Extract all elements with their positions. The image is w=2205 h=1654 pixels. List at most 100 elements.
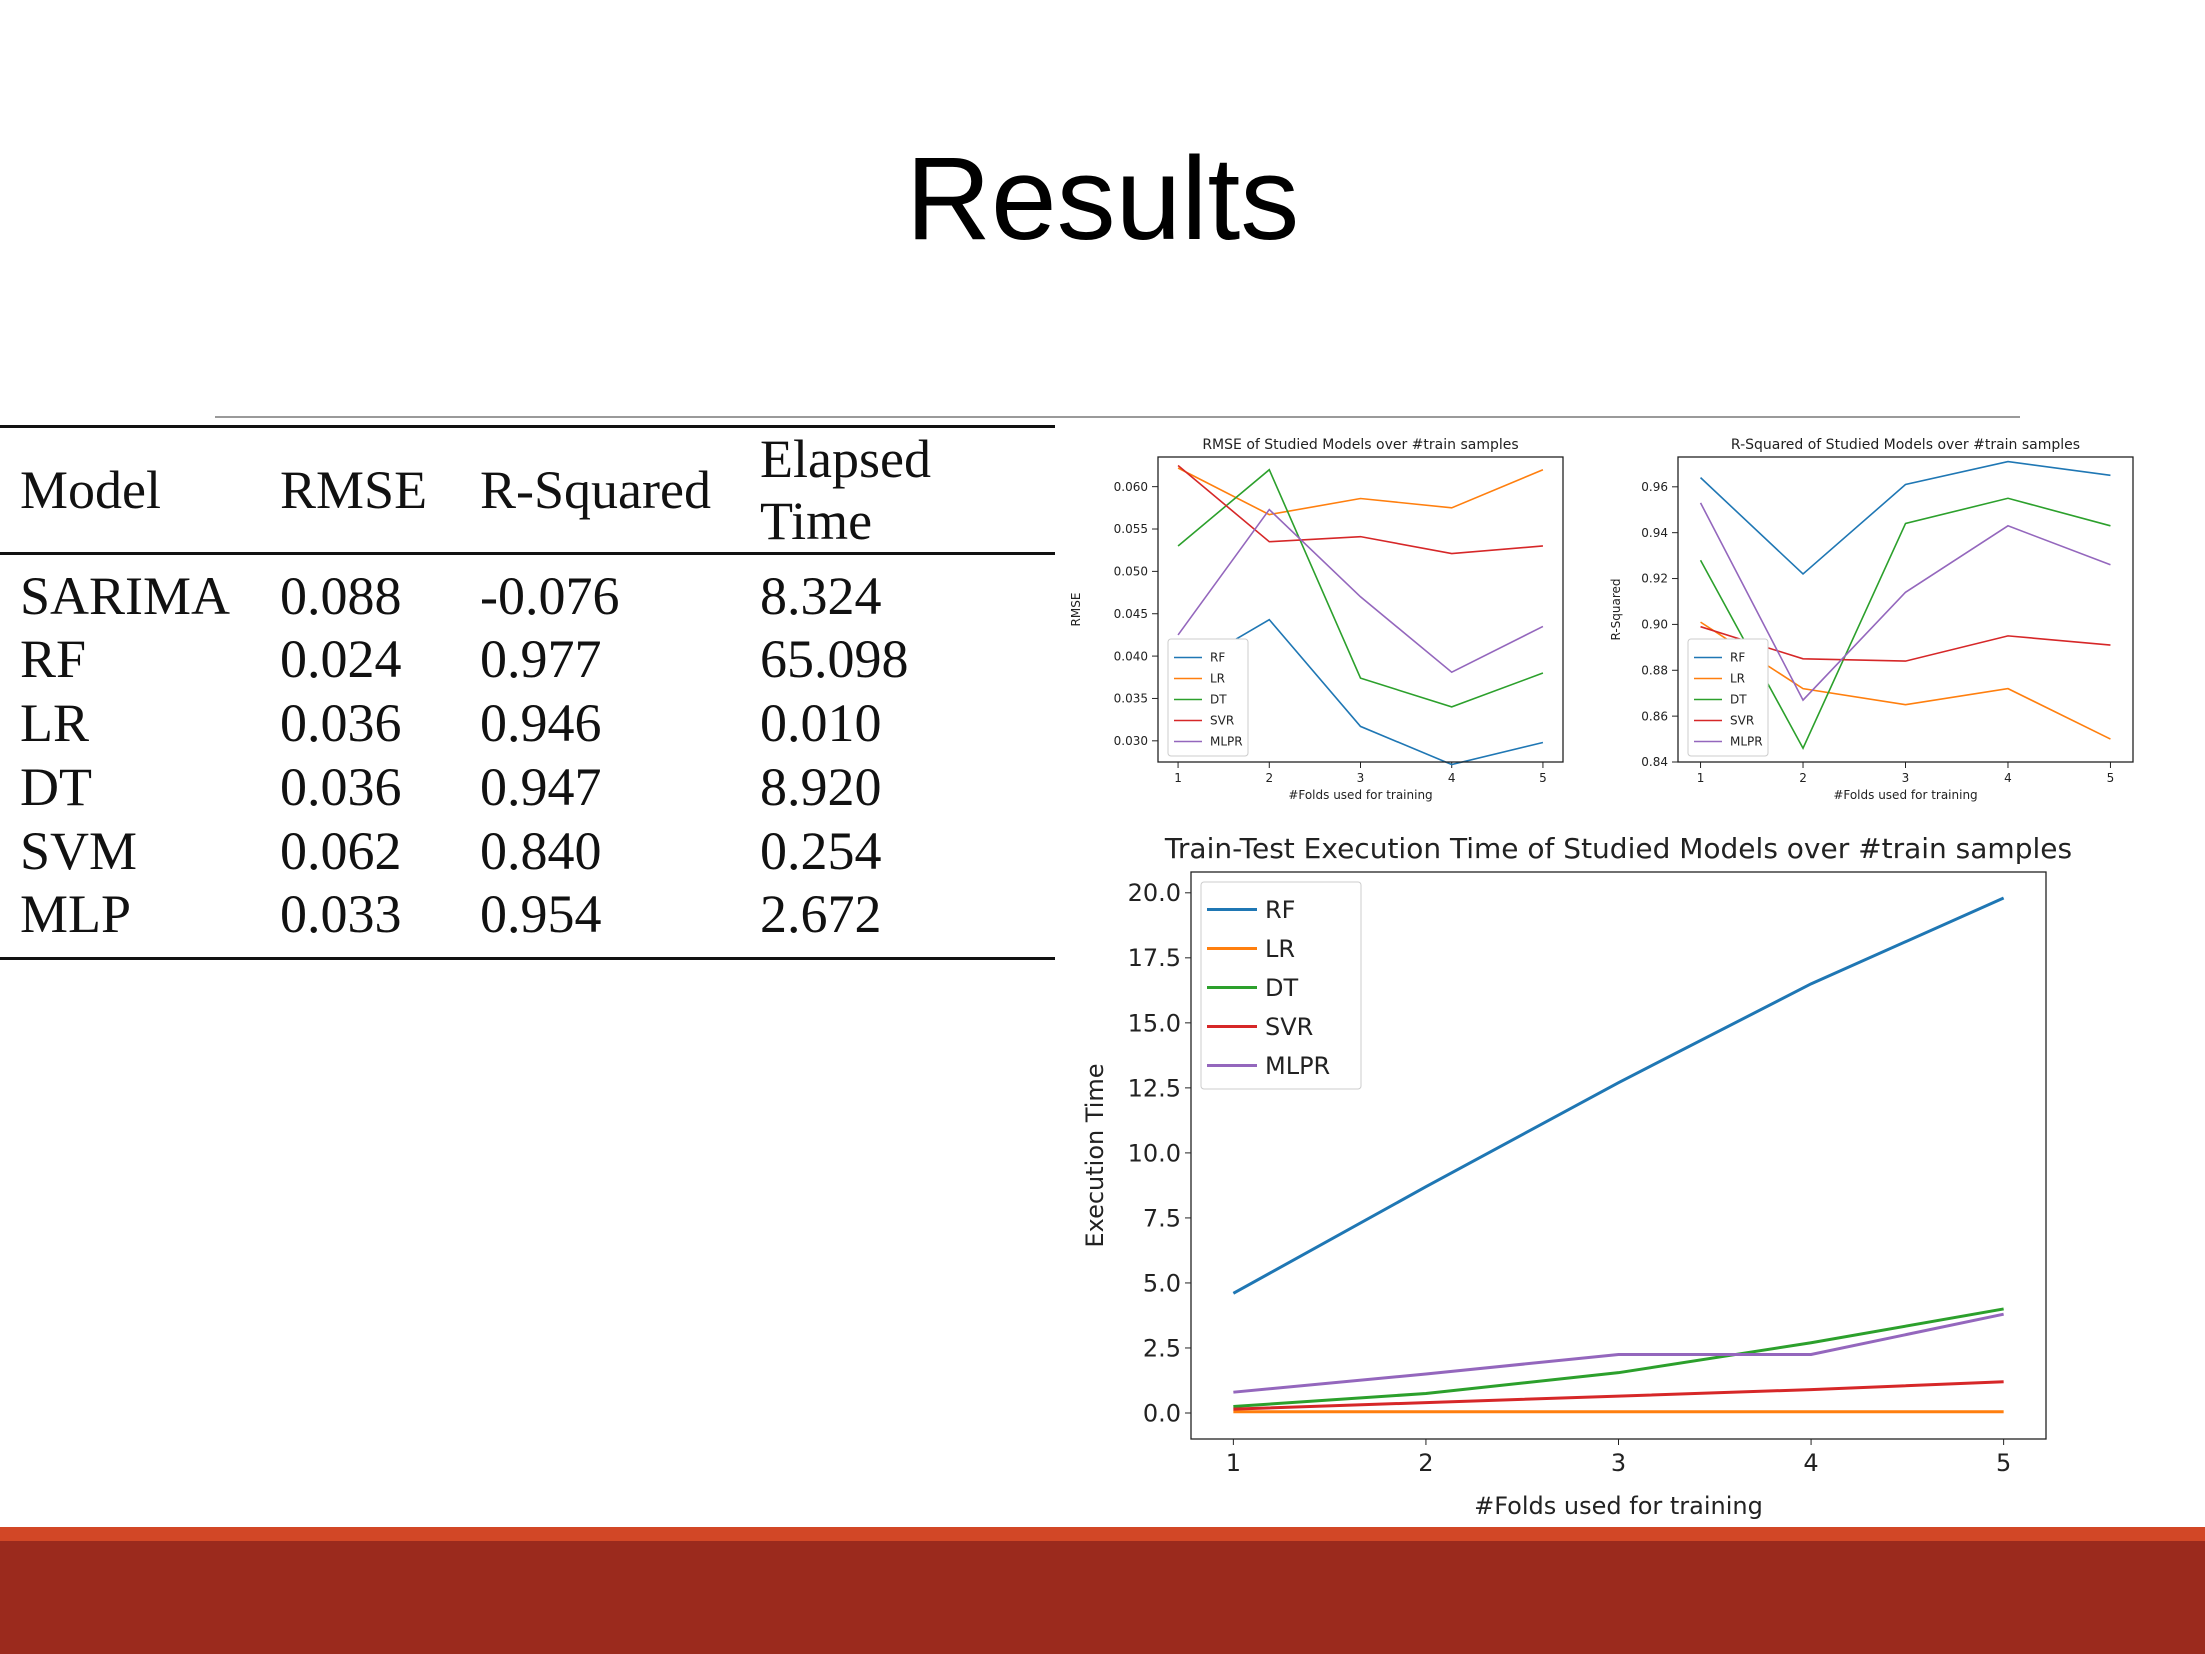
header-r-squared: R-Squared: [480, 460, 711, 520]
legend-label: DT: [1210, 693, 1227, 707]
x-tick-label: 1: [1174, 771, 1182, 785]
legend-label: RF: [1265, 896, 1295, 924]
x-tick-label: 2: [1265, 771, 1273, 785]
y-tick-label: 0.86: [1641, 709, 1668, 723]
series-line-svr: [1177, 464, 1543, 555]
header-model: Model: [20, 460, 161, 520]
cell-r-squared: 0.977: [480, 629, 602, 689]
legend-label: MLPR: [1730, 735, 1763, 749]
divider-line: [215, 416, 2020, 418]
cell-rmse: 0.036: [280, 693, 402, 753]
x-tick-label: 4: [1803, 1449, 1818, 1477]
y-tick-label: 0.045: [1114, 607, 1148, 621]
y-tick-label: 10.0: [1128, 1139, 1181, 1167]
series-line-lr: [1177, 467, 1544, 516]
x-tick-label: 5: [2107, 771, 2115, 785]
cell-r-squared: 0.840: [480, 821, 602, 881]
table-row: SVM 0.062 0.840 0.254: [0, 819, 1055, 883]
y-tick-label: 7.5: [1143, 1204, 1181, 1232]
y-tick-label: 0.94: [1641, 526, 1668, 540]
legend-label: LR: [1210, 672, 1225, 686]
chart-title: R-Squared of Studied Models over #train …: [1731, 437, 2080, 453]
plot-frame: [1190, 871, 2047, 1440]
x-tick-label: 2: [1418, 1449, 1433, 1477]
y-tick-label: 0.0: [1143, 1399, 1181, 1427]
cell-elapsed-time: 8.324: [760, 566, 882, 626]
y-tick-label: 0.060: [1114, 480, 1148, 494]
plot-frame: [1157, 456, 1564, 763]
chart-title: Train-Test Execution Time of Studied Mod…: [1164, 832, 2072, 865]
series-line-rf: [1177, 618, 1544, 766]
legend-label: RF: [1210, 651, 1225, 665]
x-tick-label: 3: [1902, 771, 1910, 785]
charts-figure: RMSE of Studied Models over #train sampl…: [1069, 437, 2134, 1520]
cell-rmse: 0.033: [280, 884, 402, 944]
cell-elapsed-time: 65.098: [760, 629, 909, 689]
y-tick-label: 12.5: [1128, 1074, 1181, 1102]
cell-rmse: 0.088: [280, 566, 402, 626]
table-row: DT 0.036 0.947 8.920: [0, 755, 1055, 819]
cell-r-squared: 0.946: [480, 693, 602, 753]
legend-box: [1200, 881, 1362, 1090]
series-line-mlpr: [1699, 502, 2111, 702]
cell-rmse: 0.062: [280, 821, 402, 881]
legend-label: MLPR: [1265, 1052, 1330, 1080]
legend-label: SVR: [1265, 1013, 1313, 1041]
table-row: SARIMA 0.088 -0.076 8.324: [0, 554, 1055, 628]
legend-label: MLPR: [1210, 735, 1243, 749]
cell-r-squared: 0.954: [480, 884, 602, 944]
cell-model: DT: [20, 757, 92, 817]
x-axis-label: #Folds used for training: [1474, 1492, 1763, 1520]
chart-title: RMSE of Studied Models over #train sampl…: [1202, 437, 1518, 453]
header-rmse: RMSE: [280, 460, 428, 520]
x-tick-label: 4: [1448, 771, 1456, 785]
cell-elapsed-time: 0.010: [760, 693, 882, 753]
legend-label: DT: [1265, 974, 1298, 1002]
table-body: SARIMA 0.088 -0.076 8.324 RF 0.024 0.977 65.098…: [0, 554, 1055, 959]
x-tick-label: 1: [1697, 771, 1705, 785]
y-tick-label: 0.96: [1641, 480, 1668, 494]
table-row: LR 0.036 0.946 0.010: [0, 691, 1055, 755]
series-line-rf: [1699, 460, 2111, 576]
table-row: RF 0.024 0.977 65.098: [0, 627, 1055, 691]
y-axis-label: RMSE: [1069, 593, 1083, 627]
cell-rmse: 0.024: [280, 629, 402, 689]
x-tick-label: 4: [2004, 771, 2012, 785]
footer-bar: [0, 1541, 2205, 1654]
y-tick-label: 0.88: [1641, 663, 1668, 677]
y-tick-label: 5.0: [1143, 1269, 1181, 1297]
cell-elapsed-time: 2.672: [760, 884, 882, 944]
y-tick-label: 0.030: [1114, 734, 1148, 748]
y-tick-label: 2.5: [1143, 1334, 1181, 1362]
chart-panel: RMSE of Studied Models over #train sampl…: [1058, 420, 2148, 1535]
series-line-dt: [1233, 1307, 2004, 1408]
cell-model: SVM: [20, 821, 138, 881]
x-axis-label: #Folds used for training: [1288, 788, 1432, 802]
x-axis-label: #Folds used for training: [1833, 788, 1977, 802]
series-line-lr: [1700, 621, 2111, 740]
series-line-svr: [1233, 1380, 2004, 1411]
table-header-row: Model RMSE R-Squared Elapsed Time: [0, 426, 1055, 554]
x-tick-label: 5: [1539, 771, 1547, 785]
legend-label: SVR: [1210, 714, 1234, 728]
legend-label: DT: [1730, 693, 1747, 707]
x-tick-label: 3: [1611, 1449, 1626, 1477]
plot-frame: [1677, 456, 2134, 763]
y-tick-label: 17.5: [1128, 944, 1181, 972]
series-line-dt: [1699, 497, 2111, 751]
x-tick-label: 1: [1226, 1449, 1241, 1477]
legend-box: [1167, 638, 1249, 757]
x-tick-label: 5: [1996, 1449, 2011, 1477]
cell-model: SARIMA: [20, 566, 231, 626]
cell-model: LR: [20, 693, 90, 753]
header-elapsed-time: Elapsed Time: [760, 429, 931, 551]
series-line-mlpr: [1177, 508, 1544, 674]
legend-box: [1687, 638, 1769, 757]
cell-r-squared: -0.076: [480, 566, 620, 626]
legend-label: SVR: [1730, 714, 1754, 728]
x-tick-label: 2: [1799, 771, 1807, 785]
results-table: Model RMSE R-Squared Elapsed Time SARIMA…: [0, 425, 1055, 960]
table-row: MLP 0.033 0.954 2.672: [0, 883, 1055, 959]
cell-r-squared: 0.947: [480, 757, 602, 817]
series-line-mlpr: [1233, 1312, 2004, 1394]
